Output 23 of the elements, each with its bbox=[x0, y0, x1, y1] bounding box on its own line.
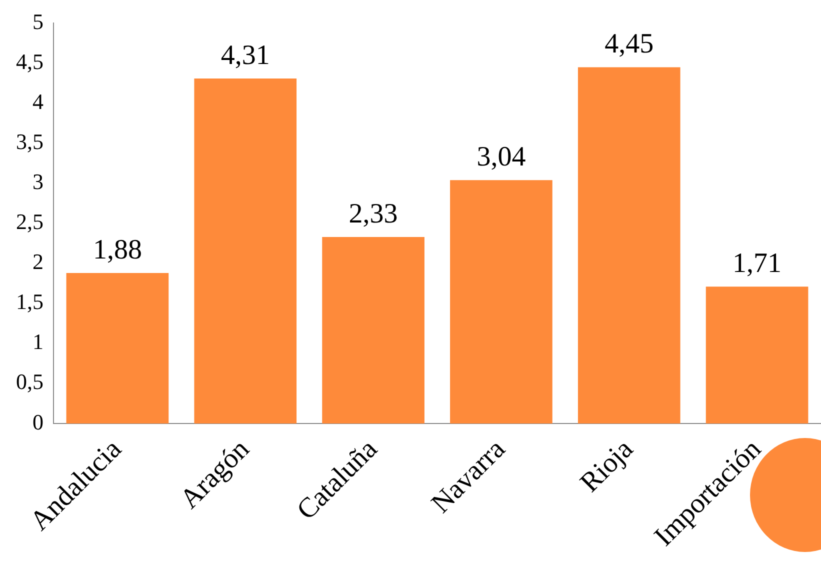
bar bbox=[578, 67, 680, 424]
bar bbox=[706, 286, 808, 424]
y-tick-label: 1 bbox=[32, 329, 44, 354]
y-tick-label: 3 bbox=[32, 169, 44, 194]
y-tick-label: 0,5 bbox=[16, 369, 44, 394]
data-label: 1,71 bbox=[732, 248, 782, 279]
data-label: 3,04 bbox=[476, 141, 526, 172]
y-tick-label: 4 bbox=[32, 89, 44, 114]
data-label: 4,31 bbox=[220, 40, 270, 71]
y-tick-label: 1,5 bbox=[16, 289, 44, 314]
y-tick-label: 2,5 bbox=[16, 209, 44, 234]
bar bbox=[450, 180, 552, 424]
y-tick-label: 0 bbox=[32, 409, 44, 434]
data-label: 4,45 bbox=[604, 28, 654, 60]
bar bbox=[66, 272, 169, 424]
y-tick-label: 2 bbox=[32, 249, 44, 274]
data-label: 1,88 bbox=[92, 234, 142, 266]
y-tick-label: 3,5 bbox=[16, 129, 44, 154]
y-tick-label: 5 bbox=[32, 8, 44, 34]
bar bbox=[194, 78, 297, 424]
bar bbox=[322, 236, 424, 424]
data-label: 2,33 bbox=[348, 198, 398, 230]
y-tick-label: 4,5 bbox=[16, 49, 44, 74]
